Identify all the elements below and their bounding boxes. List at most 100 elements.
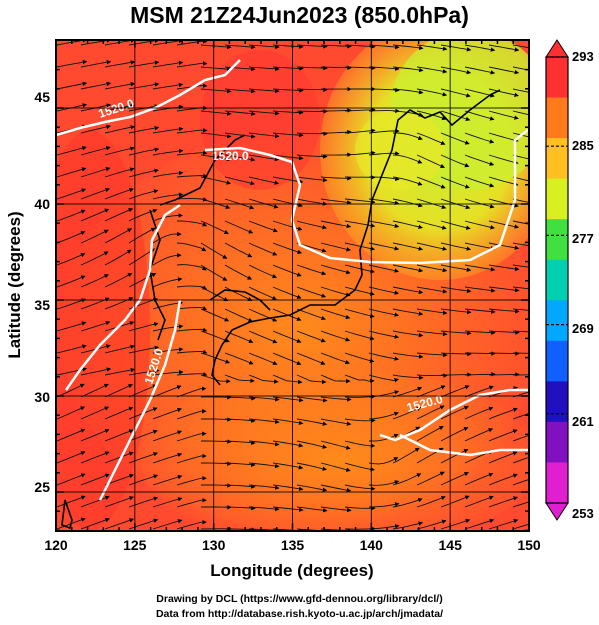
streamline: [272, 154, 304, 161]
streamline: [152, 300, 184, 310]
streamline: [464, 385, 494, 398]
streamline: [488, 372, 520, 377]
streamline: [464, 308, 496, 314]
streamline: [224, 220, 254, 234]
streamline: [272, 132, 304, 138]
colorbar-label: 277: [572, 231, 594, 246]
streamline: [440, 154, 470, 168]
streamline: [512, 44, 529, 49]
colorbar-bottom-arrow: [545, 502, 569, 521]
streamline: [440, 330, 472, 336]
streamline: [368, 330, 400, 339]
streamline: [440, 449, 469, 464]
streamline: [248, 308, 278, 322]
streamline: [152, 170, 184, 178]
streamline: [128, 60, 160, 68]
streamline: [464, 330, 496, 335]
streamline: [56, 59, 88, 68]
streamline: [224, 176, 255, 186]
streamline: [80, 166, 111, 178]
streamline: [488, 176, 519, 187]
streamline: [512, 501, 529, 508]
streamline: [440, 495, 470, 508]
streamline: [488, 110, 519, 120]
streamline: [272, 110, 304, 115]
streamline: [368, 87, 400, 93]
streamline: [416, 66, 448, 74]
streamline: [176, 408, 207, 420]
streamline: [344, 128, 376, 134]
streamline: [368, 411, 399, 420]
streamline: [152, 385, 182, 398]
streamline: [176, 40, 208, 46]
colorbar-segment: [546, 259, 568, 301]
streamline: [200, 132, 232, 139]
streamline: [296, 131, 328, 136]
streamline: [248, 330, 278, 344]
streamline: [80, 274, 109, 288]
streamline: [416, 405, 445, 420]
streamline: [464, 242, 496, 251]
streamline: [56, 253, 86, 266]
streamline: [272, 242, 303, 254]
streamline: [416, 330, 448, 337]
streamline: [464, 406, 494, 420]
streamline: [104, 272, 133, 288]
streamline: [224, 132, 256, 139]
streamline: [224, 308, 253, 322]
streamline: [368, 286, 400, 295]
x-tick-label: 125: [123, 537, 147, 553]
streamline: [272, 286, 302, 299]
streamline: [176, 285, 208, 290]
streamline: [272, 396, 304, 403]
colorbar-label: 293: [572, 49, 594, 64]
streamline: [344, 440, 376, 448]
streamline: [512, 88, 529, 93]
streamline: [224, 484, 256, 489]
streamline: [56, 406, 86, 420]
streamline: [200, 220, 229, 235]
streamline: [296, 374, 327, 385]
streamline: [440, 66, 472, 75]
streamline: [224, 154, 256, 162]
streamline: [272, 88, 304, 93]
streamline: [464, 472, 494, 486]
streamline: [176, 386, 207, 398]
streamline: [392, 447, 420, 464]
streamline: [368, 524, 400, 530]
streamline: [248, 66, 280, 72]
streamline: [272, 264, 302, 277]
streamline: [152, 452, 183, 464]
x-tick-label: 150: [517, 537, 541, 553]
streamline: [104, 228, 133, 244]
streamline: [344, 330, 375, 341]
streamline: [488, 220, 520, 229]
streamline: [248, 286, 277, 300]
streamline: [368, 220, 400, 229]
streamline: [56, 231, 86, 244]
streamline: [104, 344, 135, 354]
x-tick-label: 135: [281, 537, 305, 553]
streamline: [200, 286, 229, 302]
streamline: [320, 418, 352, 426]
streamline: [344, 462, 375, 472]
streamline: [56, 145, 87, 156]
streamline: [56, 428, 86, 442]
streamline: [152, 253, 182, 266]
streamline: [512, 523, 529, 530]
streamline: [368, 176, 400, 182]
colorbar: 293 285 277 269 261 253: [545, 39, 594, 521]
colorbar-label: 253: [572, 506, 594, 521]
streamline: [416, 471, 445, 486]
streamline: [104, 81, 136, 90]
streamline: [440, 44, 472, 52]
streamline: [392, 88, 424, 95]
streamline: [152, 407, 182, 420]
streamline: [152, 213, 184, 222]
streamline: [224, 66, 256, 72]
streamline: [440, 286, 472, 294]
streamline: [512, 479, 529, 486]
streamline: [416, 495, 446, 508]
streamline: [200, 330, 230, 343]
streamline: [320, 352, 350, 365]
